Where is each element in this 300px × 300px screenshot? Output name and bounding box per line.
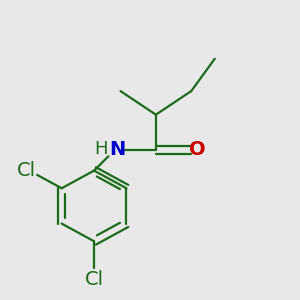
Text: O: O <box>189 140 206 160</box>
Text: N: N <box>109 140 125 160</box>
Text: Cl: Cl <box>17 161 36 180</box>
Text: H: H <box>94 140 107 158</box>
Text: Cl: Cl <box>85 270 104 289</box>
